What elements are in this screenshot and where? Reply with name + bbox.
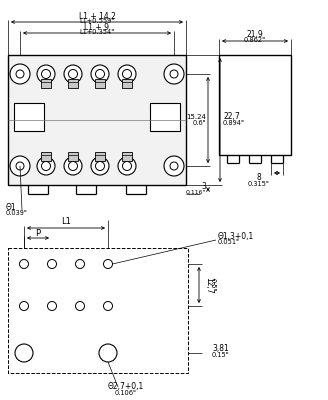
Bar	[41, 79, 51, 88]
Text: 22,7: 22,7	[223, 112, 240, 122]
Circle shape	[64, 157, 82, 175]
Circle shape	[10, 156, 30, 176]
Text: L1: L1	[61, 218, 71, 226]
Bar	[122, 79, 132, 88]
Text: L1+0.354": L1+0.354"	[79, 29, 114, 35]
Circle shape	[164, 156, 184, 176]
Text: 12,7: 12,7	[204, 277, 213, 293]
Text: 0.862": 0.862"	[244, 37, 266, 43]
Bar	[122, 152, 132, 161]
Text: 3: 3	[201, 182, 206, 191]
Text: 0.106": 0.106"	[115, 390, 137, 396]
Text: 0.15": 0.15"	[212, 352, 230, 358]
Circle shape	[37, 157, 55, 175]
Text: 0.116": 0.116"	[186, 190, 206, 195]
Circle shape	[10, 64, 30, 84]
Text: L1 + 14,2: L1 + 14,2	[79, 12, 115, 20]
Bar	[150, 103, 180, 131]
Text: 0.894": 0.894"	[223, 120, 245, 126]
Text: 15.24: 15.24	[186, 114, 206, 120]
Text: L1+0.559": L1+0.559"	[79, 18, 114, 24]
Text: 3,81: 3,81	[212, 344, 229, 354]
Circle shape	[164, 64, 184, 84]
Text: 0.039": 0.039"	[6, 210, 28, 216]
Circle shape	[91, 157, 109, 175]
Text: Θ1,3+0,1: Θ1,3+0,1	[218, 232, 254, 240]
Bar	[219, 55, 291, 155]
Circle shape	[91, 65, 109, 83]
Circle shape	[37, 65, 55, 83]
Text: 0.315": 0.315"	[248, 181, 270, 187]
Bar	[14, 103, 44, 131]
Text: 0.6": 0.6"	[193, 120, 206, 126]
Text: 21,9: 21,9	[247, 30, 263, 40]
Bar	[8, 55, 186, 185]
Text: P: P	[35, 228, 41, 238]
Text: 8: 8	[256, 174, 261, 182]
Text: Θ2,7+0,1: Θ2,7+0,1	[108, 382, 144, 392]
Text: L1 + 9: L1 + 9	[85, 22, 110, 32]
Bar	[8, 248, 188, 373]
Circle shape	[118, 157, 136, 175]
Text: 0.5": 0.5"	[210, 278, 216, 292]
Circle shape	[118, 65, 136, 83]
Text: Θ1: Θ1	[6, 202, 17, 212]
Bar	[95, 79, 105, 88]
Text: 0.051": 0.051"	[218, 239, 240, 245]
Bar	[68, 152, 78, 161]
Circle shape	[64, 65, 82, 83]
Bar	[41, 152, 51, 161]
Bar	[95, 152, 105, 161]
Bar	[68, 79, 78, 88]
